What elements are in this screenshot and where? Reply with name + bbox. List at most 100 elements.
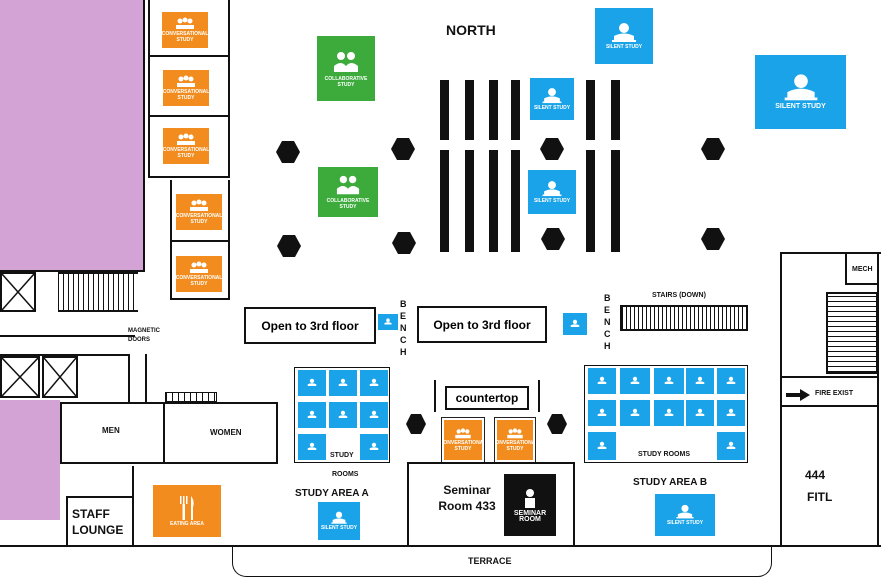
corridor-wall bbox=[145, 354, 147, 404]
bookshelf bbox=[440, 80, 449, 140]
silent-study-icon bbox=[686, 400, 714, 426]
silent-study-icon: SILENT STUDY bbox=[528, 170, 576, 214]
rooms-label: ROOMS bbox=[332, 471, 359, 478]
pillar bbox=[392, 232, 416, 254]
eating-area-icon: EATING AREA bbox=[153, 485, 221, 537]
stairs-label: STAIRS (DOWN) bbox=[652, 292, 706, 299]
pillar bbox=[547, 414, 567, 434]
open-to-3rd-floor: Open to 3rd floor bbox=[244, 307, 376, 344]
lounge-wall bbox=[66, 496, 132, 498]
silent-study-icon bbox=[686, 368, 714, 394]
pillar bbox=[701, 138, 725, 160]
seminar-room-icon: SEMINAR ROOM bbox=[504, 474, 556, 536]
mech-wall bbox=[845, 254, 847, 284]
corridor-wall bbox=[0, 354, 130, 356]
restroom-stalls bbox=[165, 392, 217, 402]
collaborative-study-icon: COLLABORATIVE STUDY bbox=[318, 167, 378, 217]
mech-wall bbox=[845, 283, 879, 285]
corridor-wall bbox=[128, 354, 130, 404]
staff-lounge-label: STAFF LOUNGE bbox=[72, 507, 124, 537]
bookshelf bbox=[465, 150, 474, 252]
stairs-down bbox=[620, 305, 748, 331]
elevator bbox=[0, 356, 40, 398]
room-wall bbox=[148, 0, 150, 178]
magnetic-doors-label: MAGNETIC DOORS bbox=[128, 328, 160, 343]
pillar bbox=[701, 228, 725, 250]
silent-study-icon bbox=[360, 402, 388, 428]
north-label: NORTH bbox=[446, 22, 496, 38]
bookshelf bbox=[489, 80, 498, 140]
outer-wall bbox=[143, 0, 145, 270]
fire-exit-label: FIRE EXIST bbox=[815, 390, 854, 397]
bookshelf bbox=[511, 80, 520, 140]
silent-study-icon bbox=[620, 368, 650, 394]
silent-study-icon bbox=[329, 370, 357, 396]
study-rooms-a bbox=[294, 367, 390, 463]
silent-study-icon bbox=[329, 402, 357, 428]
silent-study-icon bbox=[378, 314, 398, 330]
room-wall bbox=[148, 176, 228, 178]
pillar bbox=[540, 138, 564, 160]
silent-study-icon bbox=[298, 434, 326, 460]
seminar-wall bbox=[573, 462, 575, 546]
corridor-wall bbox=[0, 335, 135, 337]
pillar bbox=[276, 141, 300, 163]
outer-wall bbox=[0, 270, 145, 272]
restricted-zone-lower bbox=[0, 400, 60, 520]
terrace-outline bbox=[232, 547, 772, 577]
silent-study-icon: SILENT STUDY bbox=[530, 78, 574, 120]
bookshelf bbox=[586, 150, 595, 252]
fitl-label: FITL bbox=[807, 490, 833, 504]
bookshelf bbox=[489, 150, 498, 252]
outer-wall bbox=[877, 252, 879, 547]
study-rooms-b bbox=[584, 365, 748, 463]
silent-study-icon bbox=[717, 368, 745, 394]
conversational-study-icon: CONVERSATIONAL STUDY bbox=[441, 417, 485, 463]
silent-study-icon bbox=[298, 402, 326, 428]
silent-study-icon bbox=[620, 400, 650, 426]
room-wall bbox=[228, 180, 230, 300]
outer-wall bbox=[780, 252, 881, 254]
bookshelf bbox=[511, 150, 520, 252]
room-wall bbox=[170, 298, 230, 300]
pillar bbox=[541, 228, 565, 250]
conversational-study-icon: CONVERSATIONAL STUDY bbox=[176, 194, 222, 230]
fitl-wall bbox=[782, 405, 879, 407]
conversational-study-icon: CONVERSATIONAL STUDY bbox=[162, 12, 208, 48]
silent-study-icon: SILENT STUDY bbox=[318, 502, 360, 540]
collaborative-study-icon: COLLABORATIVE STUDY bbox=[317, 36, 375, 101]
open-to-3rd-floor: Open to 3rd floor bbox=[417, 306, 547, 343]
conversational-study-icon: CONVERSATIONAL STUDY bbox=[163, 128, 209, 164]
conversational-study-icon: CONVERSATIONAL STUDY bbox=[163, 70, 209, 106]
study-area-b-label: STUDY AREA B bbox=[633, 477, 708, 488]
silent-study-icon: SILENT STUDY bbox=[755, 55, 846, 129]
silent-study-icon bbox=[360, 370, 388, 396]
study-area-a-label: STUDY AREA A bbox=[295, 488, 369, 499]
bookshelf bbox=[611, 80, 620, 140]
study-label: STUDY bbox=[330, 452, 354, 459]
pillar bbox=[277, 235, 301, 257]
conversational-study-icon: CONVERSATIONAL STUDY bbox=[494, 417, 536, 463]
silent-study-icon bbox=[298, 370, 326, 396]
conversational-study-icon: CONVERSATIONAL STUDY bbox=[176, 256, 222, 292]
silent-study-icon bbox=[563, 313, 587, 335]
restroom-wall bbox=[276, 402, 278, 464]
seminar-wall bbox=[538, 380, 540, 412]
silent-study-icon bbox=[717, 432, 745, 460]
mech-label: MECH bbox=[852, 266, 873, 273]
fire-exit-wall bbox=[782, 376, 879, 378]
bookshelf bbox=[611, 150, 620, 252]
room-wall bbox=[148, 55, 228, 57]
silent-study-icon bbox=[588, 432, 616, 460]
silent-study-icon: SILENT STUDY bbox=[595, 8, 653, 64]
seminar-wall bbox=[434, 380, 436, 412]
room-wall bbox=[170, 240, 228, 242]
restroom-wall bbox=[60, 402, 278, 404]
silent-study-icon bbox=[654, 368, 684, 394]
terrace-label: TERRACE bbox=[468, 556, 512, 566]
room-wall bbox=[148, 115, 228, 117]
study-rooms-label: STUDY ROOMS bbox=[638, 451, 690, 458]
men-label: MEN bbox=[102, 426, 120, 435]
bench-label: BENCH bbox=[604, 293, 611, 351]
outer-wall bbox=[780, 252, 782, 547]
